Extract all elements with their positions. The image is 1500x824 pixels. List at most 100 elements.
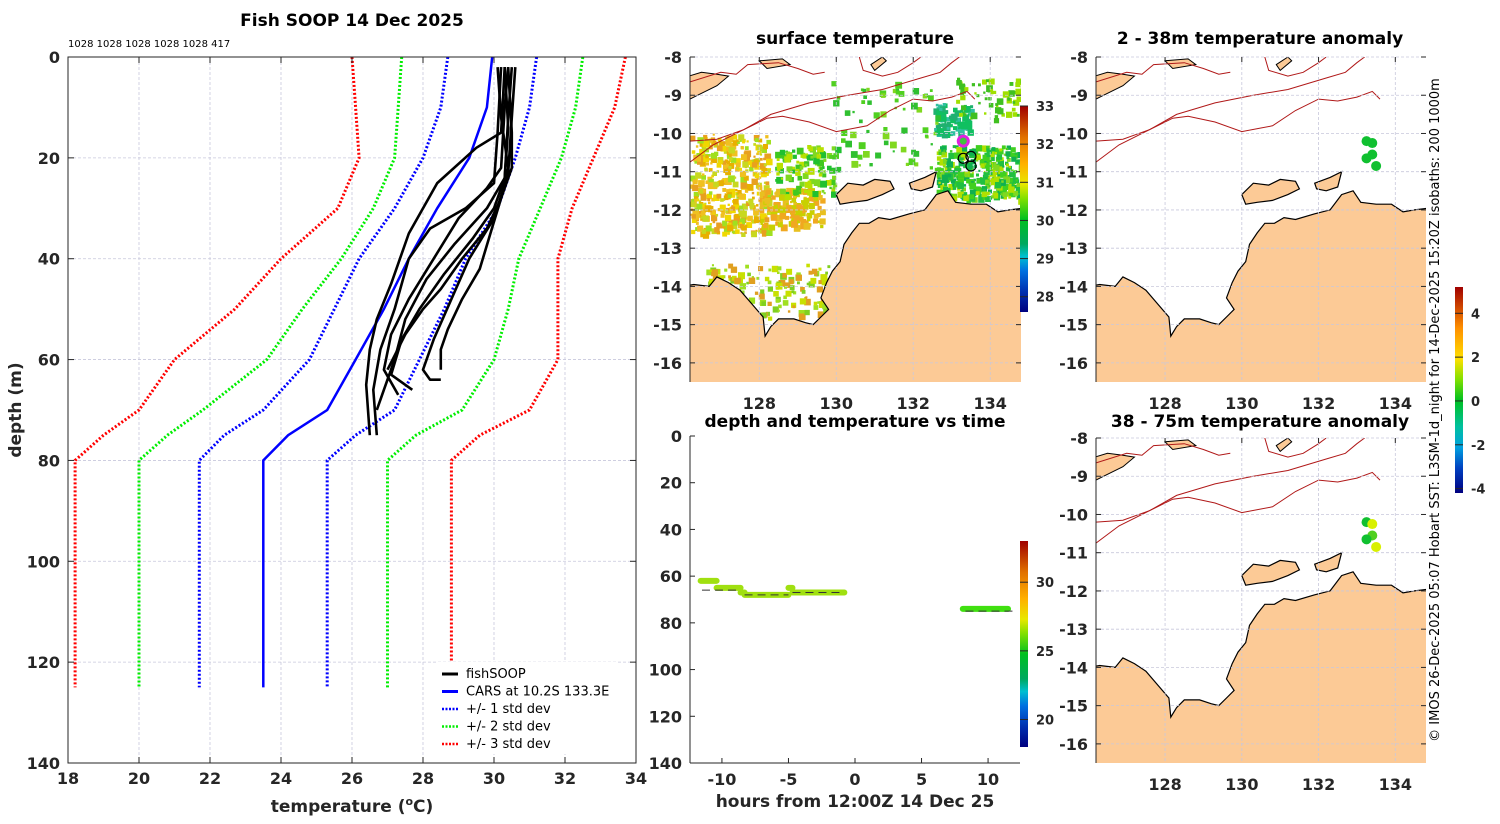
- sst-pixel: [942, 164, 946, 168]
- sst-pixel: [790, 209, 796, 214]
- sst-pixel: [952, 183, 956, 187]
- sst-pixel: [806, 212, 813, 219]
- sst-pixel: [739, 222, 743, 225]
- sst-pixel: [966, 179, 971, 184]
- sst-pixel: [715, 213, 719, 217]
- sst-pixel: [994, 152, 997, 155]
- sst-pixel: [850, 131, 857, 139]
- depth-time-chart: depth and temperature vs time -10 -5 0 5 100…: [649, 412, 1055, 812]
- sst-pixel: [723, 141, 726, 145]
- sst-pixel: [905, 162, 909, 166]
- sst-pixel: [935, 125, 942, 131]
- sst-pixel: [962, 111, 965, 114]
- lat-tick-label: -11: [653, 163, 682, 182]
- sst-pixel: [1000, 195, 1004, 199]
- sst-pixel: [898, 91, 905, 97]
- sst-pixel: [751, 178, 758, 185]
- sst-pixel: [723, 226, 726, 229]
- sst-pixel: [823, 170, 826, 173]
- sst-pixel: [957, 171, 965, 179]
- sst-pixel: [1020, 85, 1021, 92]
- sst-pixel: [969, 182, 977, 190]
- sst-pixel: [764, 217, 770, 223]
- sst-pixel: [705, 180, 709, 184]
- sst-pixel: [1005, 167, 1011, 172]
- sst-pixel: [965, 173, 969, 178]
- sst-pixel: [1008, 90, 1015, 97]
- sst-pixel: [746, 281, 749, 285]
- lat-tick-label: -9: [1070, 86, 1088, 105]
- sst-pixel: [792, 149, 796, 153]
- sst-pixel: [946, 126, 950, 130]
- sst-pixel: [700, 216, 704, 220]
- sst-pixel: [735, 162, 741, 168]
- sst-pixel: [1011, 169, 1014, 172]
- sst-pixel: [954, 110, 961, 117]
- sst-pixel: [946, 166, 952, 171]
- colorbar-tick-label: 20: [1036, 714, 1054, 729]
- sst-pixel: [831, 146, 836, 151]
- sst-pixel: [833, 153, 839, 159]
- sst-pixel: [922, 94, 928, 99]
- sst-pixel: [738, 272, 745, 280]
- anomaly-point: [1371, 541, 1382, 552]
- sst-pixel: [752, 196, 755, 200]
- sst-pixel: [940, 168, 944, 172]
- sst-pixel: [751, 191, 755, 195]
- sst-pixel: [980, 163, 985, 168]
- y-tick-label: 60: [660, 567, 682, 586]
- sst-pixel: [749, 203, 755, 208]
- sst-pixel: [953, 152, 961, 159]
- sst-pixel: [959, 112, 963, 117]
- sst-pixel: [993, 164, 1000, 171]
- sst-pixel: [957, 77, 961, 81]
- sst-pixel: [751, 231, 757, 238]
- sst-pixel: [986, 148, 993, 154]
- sst-pixel: [710, 139, 713, 143]
- sst-pixel: [803, 223, 811, 230]
- sst-pixel: [808, 197, 813, 202]
- sst-pixel: [814, 273, 818, 276]
- sst-pixel: [712, 133, 715, 136]
- sst-pixel: [720, 213, 725, 218]
- sst-pixel: [775, 214, 783, 222]
- sst-pixel: [761, 232, 766, 237]
- sst-pixel: [945, 169, 948, 172]
- sst-pixel: [765, 135, 769, 139]
- sst-pixel: [744, 150, 752, 158]
- sst-pixel: [715, 186, 718, 189]
- sst-pixel: [800, 211, 806, 217]
- sst-pixel: [948, 115, 953, 120]
- sst-pixel: [728, 263, 734, 269]
- sst-pixel: [934, 128, 937, 131]
- sst-pixel: [762, 223, 768, 229]
- sst-pixel: [739, 139, 742, 142]
- sst-pixel: [825, 180, 832, 186]
- isobath-contour: [690, 90, 976, 142]
- sst-pixel: [939, 111, 947, 119]
- sst-pixel: [951, 196, 958, 202]
- sst-pixel: [758, 293, 765, 300]
- sst-pixel: [712, 275, 718, 280]
- sst-pixel: [698, 189, 704, 194]
- sst-pixel: [999, 171, 1007, 178]
- sst-pixel: [700, 194, 707, 201]
- sst-pixel: [986, 79, 989, 83]
- sst-pixel: [758, 229, 762, 234]
- sst-pixel: [709, 269, 712, 272]
- sst-pixel: [763, 163, 767, 167]
- sst-pixel: [777, 309, 780, 312]
- sst-pixel: [1009, 190, 1016, 198]
- sst-pixel: [753, 143, 756, 146]
- sst-pixel: [799, 313, 806, 320]
- sst-pixel: [959, 83, 965, 90]
- land-cobourg-peninsula: [908, 170, 938, 192]
- sst-pixel: [739, 205, 744, 210]
- sst-pixel: [763, 144, 768, 149]
- anomaly-point: [1361, 153, 1372, 164]
- profile-count-annotation: 1028 1028 1028 1028 1028 417: [68, 39, 230, 50]
- sst-pixel: [802, 173, 809, 179]
- sst-pixel: [772, 306, 779, 313]
- lon-tick-label: 134: [974, 394, 1007, 413]
- sst-pixel: [953, 126, 957, 131]
